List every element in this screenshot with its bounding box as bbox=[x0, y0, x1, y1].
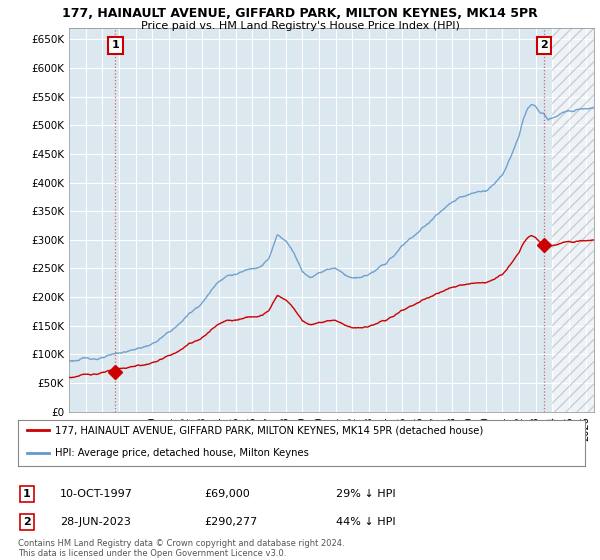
Text: £69,000: £69,000 bbox=[204, 489, 250, 499]
Bar bbox=[553, 28, 594, 412]
Text: £290,277: £290,277 bbox=[204, 517, 257, 527]
Text: HPI: Average price, detached house, Milton Keynes: HPI: Average price, detached house, Milt… bbox=[55, 448, 309, 458]
Text: 10-OCT-1997: 10-OCT-1997 bbox=[60, 489, 133, 499]
Text: 29% ↓ HPI: 29% ↓ HPI bbox=[336, 489, 395, 499]
Text: 2: 2 bbox=[540, 40, 548, 50]
Text: 44% ↓ HPI: 44% ↓ HPI bbox=[336, 517, 395, 527]
Text: 1: 1 bbox=[112, 40, 119, 50]
Text: 2: 2 bbox=[23, 517, 31, 527]
Text: 1: 1 bbox=[23, 489, 31, 499]
Text: 177, HAINAULT AVENUE, GIFFARD PARK, MILTON KEYNES, MK14 5PR: 177, HAINAULT AVENUE, GIFFARD PARK, MILT… bbox=[62, 7, 538, 20]
Text: 177, HAINAULT AVENUE, GIFFARD PARK, MILTON KEYNES, MK14 5PR (detached house): 177, HAINAULT AVENUE, GIFFARD PARK, MILT… bbox=[55, 425, 483, 435]
Text: Contains HM Land Registry data © Crown copyright and database right 2024.
This d: Contains HM Land Registry data © Crown c… bbox=[18, 539, 344, 558]
Text: 28-JUN-2023: 28-JUN-2023 bbox=[60, 517, 131, 527]
Text: Price paid vs. HM Land Registry's House Price Index (HPI): Price paid vs. HM Land Registry's House … bbox=[140, 21, 460, 31]
